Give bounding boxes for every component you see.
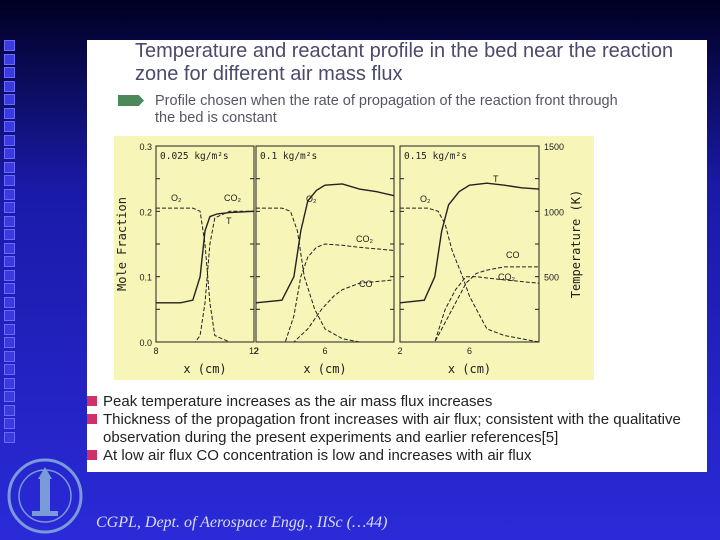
series-label: O₂ <box>420 194 431 204</box>
decorative-square <box>4 107 15 119</box>
bullet-text: Peak temperature increases as the air ma… <box>103 393 493 410</box>
decorative-square <box>4 391 15 402</box>
decorative-square <box>4 215 15 227</box>
decorative-square <box>4 296 15 308</box>
iisc-seal-logo <box>7 458 83 534</box>
x-tick-label: 6 <box>322 346 327 356</box>
decorative-square <box>4 229 15 240</box>
decorative-square <box>4 377 15 389</box>
y-tick-label: 0.1 <box>139 273 152 283</box>
decorative-square <box>4 121 15 132</box>
decorative-square <box>4 202 15 213</box>
bullet-text: At low air flux CO concentration is low … <box>103 447 532 464</box>
decorative-square <box>4 404 15 416</box>
decorative-square <box>4 242 15 254</box>
panel-label: 0.15 kg/m²s <box>404 151 467 162</box>
series-label: CO₂ <box>356 234 374 244</box>
x-tick-label: 8 <box>153 346 158 356</box>
series-line <box>400 266 539 343</box>
x-tick-label: 2 <box>397 346 402 356</box>
series-label: T <box>226 216 232 226</box>
series-label: CO <box>506 250 520 260</box>
decorative-square <box>4 188 15 200</box>
y-tick-label: 0.3 <box>139 142 152 152</box>
bullet-list: Peak temperature increases as the air ma… <box>87 393 712 465</box>
series-label: O₂ <box>306 194 317 204</box>
decorative-square <box>4 40 15 51</box>
y2-tick-label: 1500 <box>544 142 564 152</box>
decorative-square <box>4 94 15 105</box>
x-axis-label: x (cm) <box>303 362 346 376</box>
bullet-text: Thickness of the propagation front incre… <box>103 411 681 446</box>
bullet-item: Peak temperature increases as the air ma… <box>87 393 712 411</box>
series-label: CO₂ <box>224 193 242 203</box>
decorative-square <box>4 350 15 362</box>
decorative-square <box>4 148 15 159</box>
decorative-square <box>4 80 15 92</box>
series-line <box>400 276 540 343</box>
x-axis-label: x (cm) <box>183 362 226 376</box>
decorative-square <box>4 53 15 65</box>
decorative-square <box>4 161 15 173</box>
series-line <box>156 210 254 343</box>
y2-tick-label: 500 <box>544 273 559 283</box>
bullet-square-icon <box>87 450 97 460</box>
y-tick-label: 0.2 <box>139 207 152 217</box>
decorative-square <box>4 67 15 78</box>
x-tick-label: 6 <box>467 346 472 356</box>
decorative-square <box>4 134 15 146</box>
chart-background <box>114 136 594 380</box>
slide-title: Temperature and reactant profile in the … <box>135 40 674 85</box>
decorative-square <box>4 323 15 335</box>
decorative-square <box>4 364 15 375</box>
series-line <box>156 207 254 343</box>
bullet-square-icon <box>87 414 97 424</box>
x-tick-label: 12 <box>249 346 259 356</box>
decorative-square <box>4 269 15 281</box>
decorative-square <box>4 175 15 186</box>
series-label: O₂ <box>171 193 182 203</box>
profile-chart: 0.025 kg/m²s O₂ CO₂ T 8 12 x (cm) 0.1 kg/m²s O₂ C… <box>114 136 594 380</box>
bullet-item: At low air flux CO concentration is low … <box>87 447 712 465</box>
x-tick-label: 2 <box>253 346 258 356</box>
subtitle-text: Profile chosen when the rate of propagat… <box>155 93 618 126</box>
footer-text: CGPL, Dept. of Aerospace Engg., IISc (…4… <box>96 514 388 531</box>
y2-axis-label: Temperature (K) <box>569 190 583 298</box>
decorative-square <box>4 283 15 294</box>
bullet-item: Thickness of the propagation front incre… <box>87 411 712 447</box>
series-line <box>256 207 394 343</box>
bullet-square-icon <box>87 396 97 406</box>
series-label: CO <box>359 279 373 289</box>
series-line <box>399 182 540 304</box>
decorative-square <box>4 310 15 321</box>
y2-tick-label: 1000 <box>544 207 564 217</box>
series-line <box>255 183 395 304</box>
decorative-square <box>4 431 15 443</box>
series-line <box>400 207 540 343</box>
decorative-square <box>4 337 15 348</box>
chart-area: 0.025 kg/m²s O₂ CO₂ T 8 12 x (cm) 0.1 kg/m²s O₂ C… <box>114 136 594 380</box>
arrow-bullet-icon <box>118 95 144 106</box>
x-axis-label: x (cm) <box>448 362 491 376</box>
decorative-square <box>4 418 15 429</box>
series-label: CO₂ <box>498 272 516 282</box>
y-axis-label: Mole Fraction <box>115 197 129 291</box>
panel-label: 0.1 kg/m²s <box>260 151 317 162</box>
decorative-squares <box>4 40 24 443</box>
series-label: T <box>493 174 499 184</box>
decorative-square <box>4 256 15 267</box>
series-line <box>256 243 395 343</box>
y-tick-label: 0.0 <box>139 338 152 348</box>
panel-label: 0.025 kg/m²s <box>160 151 229 162</box>
